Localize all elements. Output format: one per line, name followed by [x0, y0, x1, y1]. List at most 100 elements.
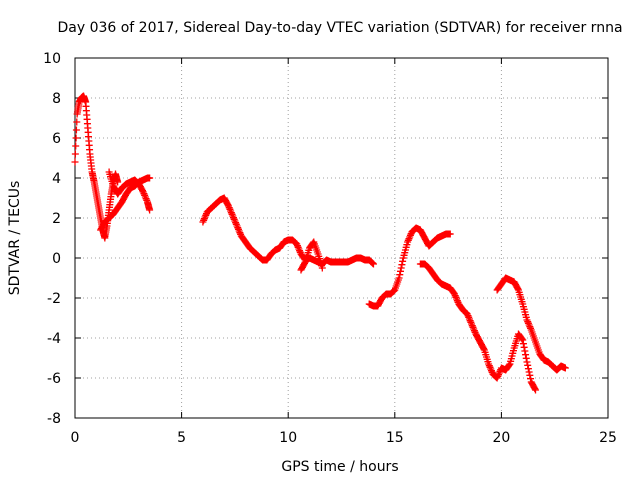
data-point	[232, 220, 240, 228]
y-tick-label: 10	[43, 51, 61, 67]
data-point	[397, 264, 405, 272]
data-point	[235, 227, 243, 235]
series-segment-4	[199, 194, 377, 268]
y-tick-label: -4	[47, 331, 61, 347]
data-point	[521, 347, 529, 355]
data-point	[526, 323, 534, 331]
x-tick-label: 25	[599, 430, 617, 446]
data-point	[524, 361, 532, 369]
data-point	[453, 297, 461, 305]
data-point	[301, 259, 309, 267]
data-point	[453, 295, 461, 303]
data-point	[71, 158, 79, 166]
data-point	[480, 345, 488, 353]
data-point	[225, 202, 233, 210]
data-point	[139, 187, 147, 195]
data-point	[525, 321, 533, 329]
x-tick-label: 20	[492, 430, 510, 446]
data-point	[463, 310, 471, 318]
data-point	[519, 340, 527, 348]
data-point	[234, 225, 242, 233]
data-point	[229, 212, 237, 220]
data-point	[141, 191, 149, 199]
data-point	[522, 354, 530, 362]
data-point	[450, 290, 458, 298]
data-point	[466, 317, 474, 325]
data-point	[485, 362, 493, 370]
data-point	[487, 367, 495, 375]
data-point	[227, 207, 235, 215]
data-point	[524, 365, 532, 373]
data-point	[465, 315, 473, 323]
series-segment-6	[365, 224, 454, 310]
data-point	[368, 259, 376, 267]
plot-frame	[74, 57, 609, 419]
data-point	[527, 324, 535, 332]
x-tick-label: 0	[71, 430, 80, 446]
data-point	[146, 174, 154, 182]
data-point	[229, 214, 237, 222]
x-tick-label: 15	[386, 430, 404, 446]
data-point	[71, 150, 79, 158]
data-point	[467, 318, 475, 326]
data-point	[200, 215, 208, 223]
data-point	[202, 211, 210, 219]
data-point	[495, 369, 503, 377]
plot-axes: 0 5 10 15 20 25 -8 -6 -4 -2 0 2 4 6 8 10	[43, 51, 617, 446]
data-point	[201, 213, 209, 221]
data-point	[525, 368, 533, 376]
data-point	[518, 335, 526, 343]
data-point	[505, 361, 513, 369]
data-point	[494, 372, 502, 380]
data-point	[293, 240, 301, 248]
data-point	[470, 327, 478, 335]
data-point	[527, 375, 535, 383]
x-tick-label: 10	[279, 430, 297, 446]
data-point	[233, 222, 241, 230]
data-point	[114, 178, 122, 186]
data-point	[470, 325, 478, 333]
y-tick-label: 6	[52, 131, 61, 147]
data-point	[318, 264, 326, 272]
series-segment-7	[416, 260, 540, 394]
data-point	[524, 319, 532, 327]
x-tick-label: 5	[177, 430, 186, 446]
data-point	[406, 233, 414, 241]
data-point	[519, 336, 527, 344]
data-point	[231, 217, 239, 225]
data-point	[232, 219, 240, 227]
data-point	[293, 242, 301, 250]
data-point	[200, 216, 208, 224]
x-axis-label: GPS time / hours	[281, 459, 398, 475]
data-point	[522, 351, 530, 359]
data-point	[225, 204, 233, 212]
series-segment-3	[97, 174, 154, 234]
data-marks	[71, 92, 569, 394]
data-point	[399, 257, 407, 265]
y-tick-label: 0	[52, 251, 61, 267]
y-tick-label: 8	[52, 91, 61, 107]
data-point	[146, 206, 154, 214]
y-tick-label: -2	[47, 291, 61, 307]
data-point	[486, 363, 494, 371]
data-point	[523, 316, 531, 324]
data-point	[464, 312, 472, 320]
series-segment-8	[493, 274, 569, 374]
data-point	[72, 134, 80, 142]
data-point	[143, 196, 151, 204]
series-segment-5	[297, 238, 326, 274]
data-point	[561, 364, 569, 372]
data-point	[520, 343, 528, 351]
data-point	[295, 245, 303, 253]
data-point	[406, 231, 414, 239]
y-tick-label: -6	[47, 371, 61, 387]
data-point	[452, 293, 460, 301]
data-point	[236, 229, 244, 237]
data-point	[72, 126, 80, 134]
data-point	[487, 365, 495, 373]
data-point	[531, 385, 539, 393]
chart-title: Day 036 of 2017, Sidereal Day-to-day VTE…	[57, 20, 622, 36]
data-point	[73, 118, 81, 126]
series-segment-1	[71, 92, 122, 242]
